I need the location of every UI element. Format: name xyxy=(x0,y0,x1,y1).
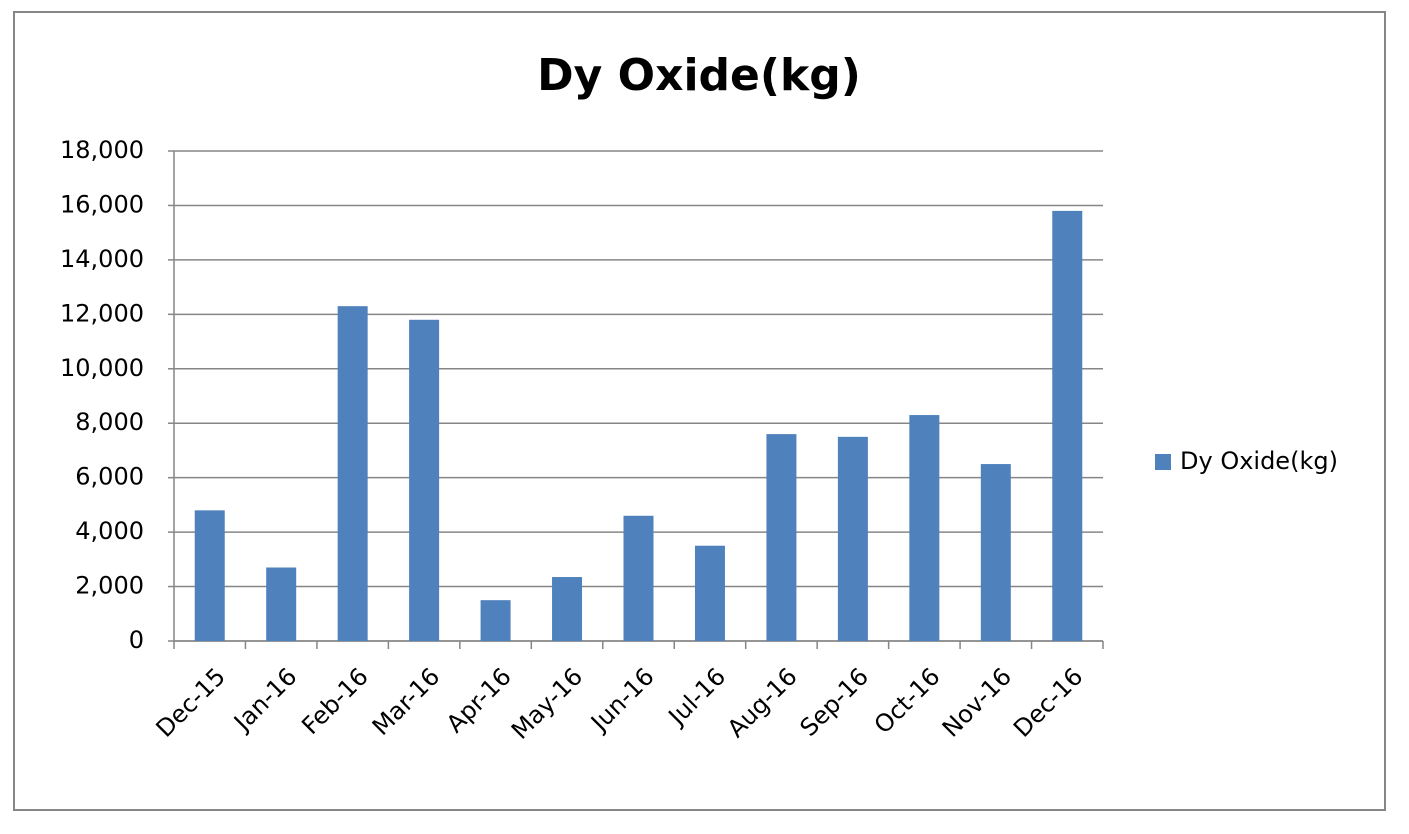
chart-border xyxy=(13,11,1386,811)
bar xyxy=(266,567,297,641)
bar xyxy=(837,436,868,641)
bar xyxy=(1052,210,1083,641)
chart-title: Dy Oxide(kg) xyxy=(537,50,861,101)
bar xyxy=(766,434,797,641)
bar xyxy=(194,510,225,641)
y-tick-label: 6,000 xyxy=(75,463,144,491)
bar xyxy=(694,545,725,641)
y-tick-label: 14,000 xyxy=(60,245,144,273)
bar xyxy=(480,600,511,641)
bar xyxy=(623,515,654,641)
y-tick-label: 2,000 xyxy=(75,572,144,600)
y-tick-label: 4,000 xyxy=(75,517,144,545)
bar xyxy=(552,577,583,641)
bar xyxy=(980,464,1011,641)
bar xyxy=(409,319,440,641)
y-tick-label: 18,000 xyxy=(60,136,144,164)
bar xyxy=(909,415,940,641)
bar xyxy=(337,306,368,641)
y-tick-label: 10,000 xyxy=(60,354,144,382)
y-tick-label: 0 xyxy=(129,626,144,654)
legend-swatch xyxy=(1155,454,1171,470)
y-tick-label: 16,000 xyxy=(60,190,144,218)
y-tick-label: 12,000 xyxy=(60,299,144,327)
y-tick-label: 8,000 xyxy=(75,408,144,436)
legend-label: Dy Oxide(kg) xyxy=(1180,447,1338,475)
